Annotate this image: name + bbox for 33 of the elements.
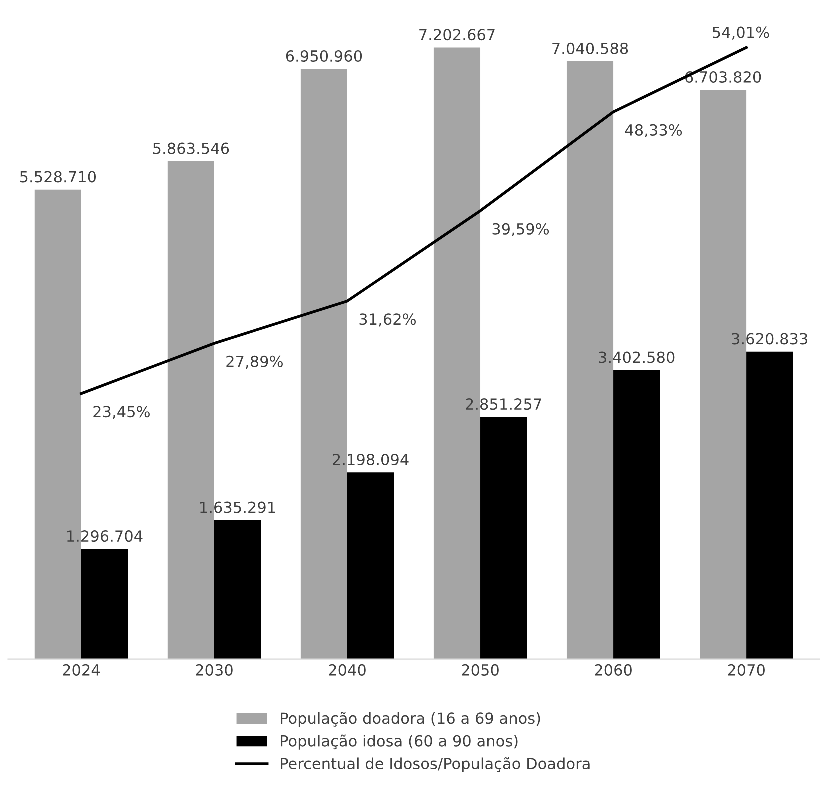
bar: [214, 520, 262, 660]
data-label: 39,59%: [492, 223, 550, 236]
data-label: 3.402.580: [599, 352, 675, 364]
data-label: 7.040.588: [552, 42, 628, 54]
data-label: 27,89%: [226, 356, 283, 369]
bar: [81, 549, 128, 660]
data-label: 2.198.094: [333, 454, 409, 466]
data-label: 1.635.291: [200, 502, 276, 514]
x-tick-label: 2050: [462, 664, 499, 676]
legend-label: Percentual de Idosos/População Doadora: [281, 757, 590, 773]
data-label: 7.202.667: [420, 29, 495, 41]
bar: [614, 370, 660, 660]
bar: [480, 417, 528, 660]
data-label: 54,01%: [713, 26, 770, 40]
data-label: 2.851.257: [466, 398, 542, 410]
data-label: 6.950.960: [286, 50, 362, 62]
data-label: 3.620.833: [732, 333, 808, 345]
bar: [746, 352, 794, 660]
x-tick-label: 2024: [63, 664, 100, 676]
bar: [347, 472, 394, 660]
data-label: 6.703.820: [685, 71, 762, 84]
data-label: 31,62%: [360, 314, 416, 327]
data-label: 5.528.710: [20, 171, 96, 183]
data-label: 1.296.704: [68, 530, 143, 542]
x-tick-label: 2040: [329, 664, 366, 676]
data-label: 48,33%: [625, 124, 682, 138]
data-label: 23,45%: [94, 406, 150, 420]
x-tick-label: 2060: [595, 664, 632, 676]
x-tick-label: 2070: [728, 664, 765, 676]
x-tick-label: 2030: [196, 664, 233, 676]
data-label: 5.863.546: [153, 142, 230, 154]
legend-label: População idosa (60 a 90 anos): [281, 734, 518, 750]
legend-label: População doadora (16 a 69 anos): [281, 712, 540, 728]
